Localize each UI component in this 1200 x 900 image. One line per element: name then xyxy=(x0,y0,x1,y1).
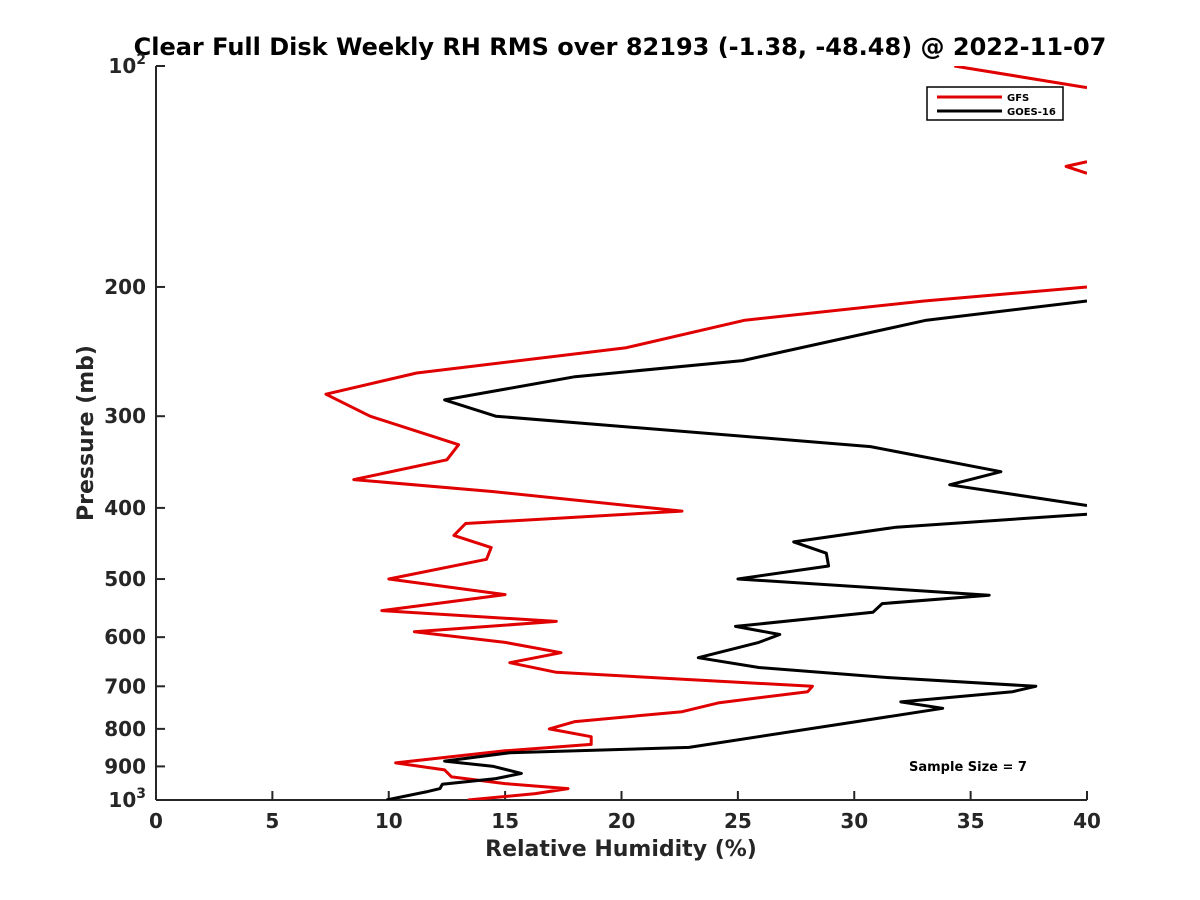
x-tick-label: 5 xyxy=(265,809,279,833)
y-axis-label: Pressure (mb) xyxy=(74,345,99,521)
series-layer xyxy=(324,66,1087,800)
series-gfs xyxy=(324,66,1087,800)
sample-size-annotation: Sample Size = 7 xyxy=(909,760,1027,775)
x-tick-label: 0 xyxy=(149,809,163,833)
x-axis-label: Relative Humidity (%) xyxy=(485,837,757,862)
x-tick-label: 10 xyxy=(375,809,403,833)
series-goes-16 xyxy=(386,299,1087,800)
series-line xyxy=(954,66,1087,90)
series-line xyxy=(1064,160,1087,175)
series-line xyxy=(324,285,1087,800)
chart-title: Clear Full Disk Weekly RH RMS over 82193… xyxy=(134,33,1107,61)
y-tick-label: 600 xyxy=(104,625,146,649)
y-tick-label: 800 xyxy=(104,717,146,741)
series-line xyxy=(443,299,1087,507)
y-tick-label: 200 xyxy=(104,275,146,299)
x-tick-label: 20 xyxy=(608,809,636,833)
y-tick-label: 400 xyxy=(104,496,146,520)
legend-label: GFS xyxy=(1007,93,1029,104)
legend-label: GOES-16 xyxy=(1007,107,1056,118)
series-line xyxy=(386,512,1087,800)
y-tick-label: 900 xyxy=(104,754,146,778)
legend-box xyxy=(926,86,1064,121)
x-tick-label: 30 xyxy=(840,809,868,833)
y-tick-label: 300 xyxy=(104,404,146,428)
y-tick-label: 500 xyxy=(104,567,146,591)
y-tick-label: 103 xyxy=(108,786,146,812)
legend: GFS GOES-16 xyxy=(926,86,1064,121)
x-tick-label: 25 xyxy=(724,809,752,833)
axes: 0 5 10 15 20 25 30 35 40 102 200 300 400 500 600 700 800… xyxy=(104,52,1101,833)
x-tick-label: 15 xyxy=(491,809,519,833)
y-tick-label: 700 xyxy=(104,674,146,698)
x-tick-label: 35 xyxy=(957,809,985,833)
x-tick-label: 40 xyxy=(1073,809,1101,833)
y-tick-label: 102 xyxy=(108,52,146,78)
